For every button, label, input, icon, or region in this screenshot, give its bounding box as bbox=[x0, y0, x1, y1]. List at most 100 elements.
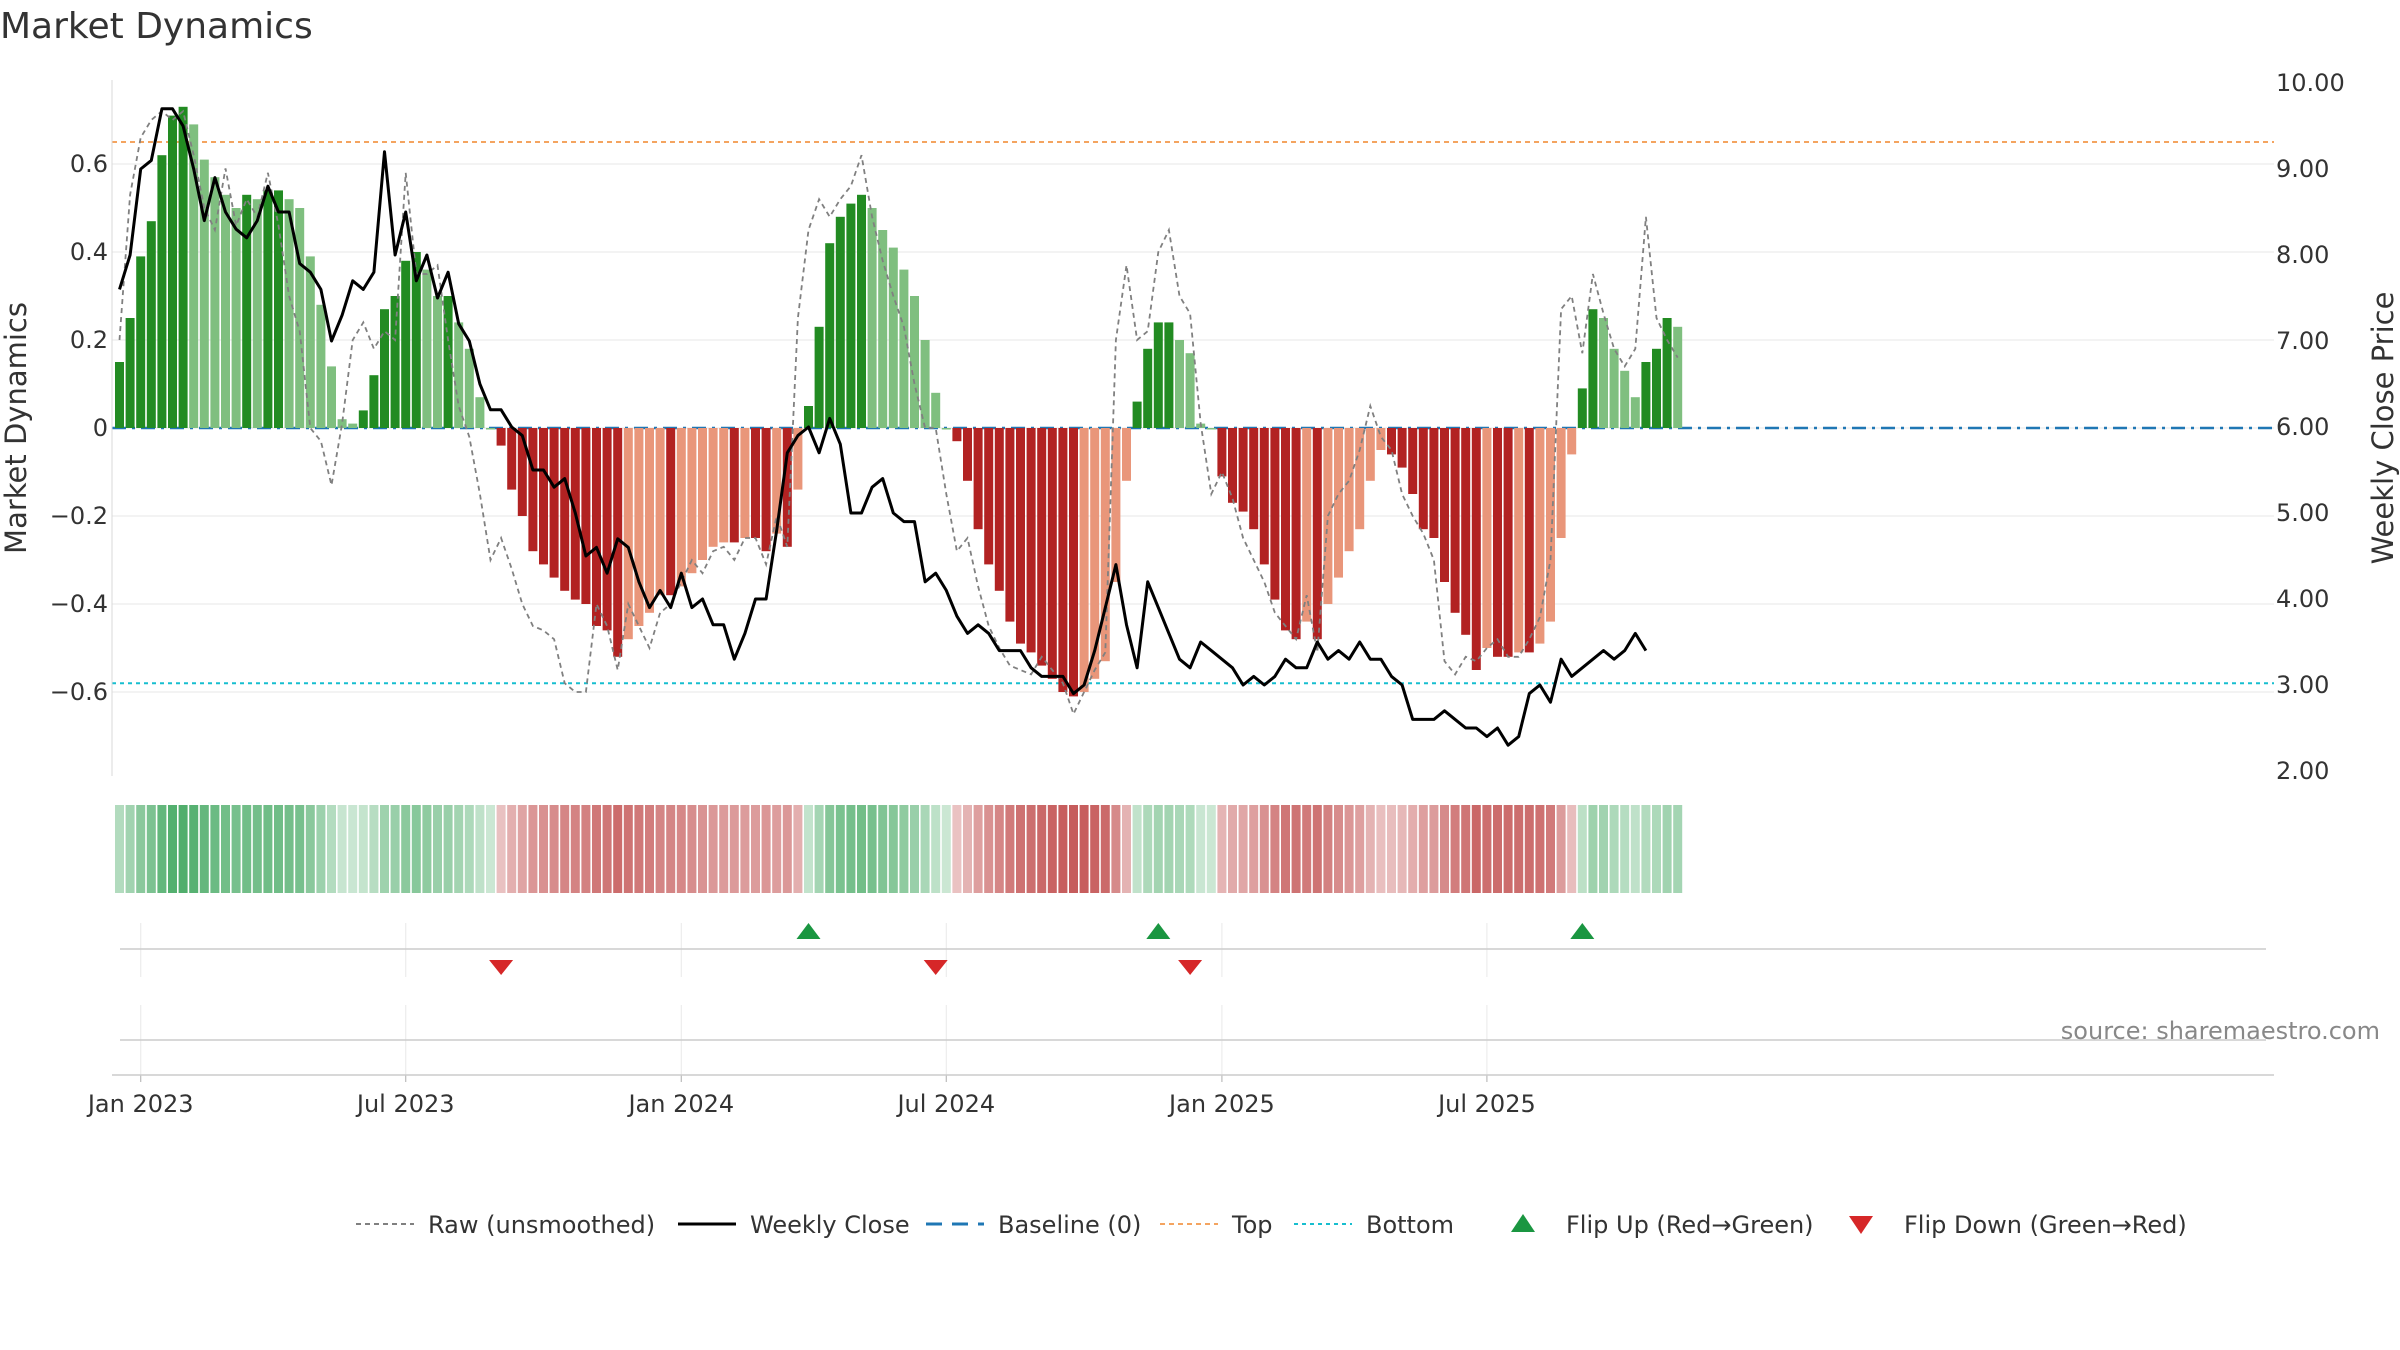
legend-swatch-flip-up bbox=[1511, 1214, 1535, 1232]
regime-cell bbox=[1440, 805, 1449, 893]
dynamics-bar bbox=[1079, 428, 1089, 692]
regime-cell bbox=[1291, 805, 1301, 893]
legend-item-flip_up: Flip Up (Red→Green) bbox=[1511, 1211, 1814, 1239]
dynamics-bar bbox=[1535, 428, 1545, 644]
regime-cell bbox=[1408, 805, 1418, 893]
left-tick-label: 0.6 bbox=[70, 150, 108, 178]
regime-cell bbox=[645, 805, 654, 893]
regime-cell bbox=[1620, 805, 1630, 893]
regime-cell bbox=[687, 805, 697, 893]
dynamics-bar bbox=[401, 260, 411, 428]
regime-cell bbox=[295, 805, 305, 893]
dynamics-bar bbox=[549, 428, 559, 578]
regime-cell bbox=[337, 805, 347, 893]
dynamics-bar bbox=[1662, 318, 1672, 428]
regime-cell bbox=[814, 805, 824, 893]
dynamics-bar bbox=[666, 428, 676, 596]
dynamics-bar bbox=[634, 428, 644, 626]
dynamics-bar bbox=[507, 428, 517, 490]
dynamics-bar bbox=[1365, 428, 1375, 481]
dynamics-bar bbox=[687, 428, 697, 574]
dynamics-bar bbox=[1249, 428, 1259, 530]
regime-strip bbox=[115, 805, 1683, 893]
dynamics-bar bbox=[1503, 428, 1513, 657]
regime-cell bbox=[1662, 805, 1672, 893]
chart-title: Market Dynamics bbox=[0, 6, 313, 47]
regime-cell bbox=[507, 805, 517, 893]
regime-cell bbox=[602, 805, 612, 893]
legend-item-raw: Raw (unsmoothed) bbox=[356, 1211, 655, 1239]
x-axis: Jan 2023 Jul 2023 Jan 2024 Jul 2024 Jan 2025… bbox=[86, 1074, 2274, 1118]
regime-cell bbox=[1599, 805, 1608, 893]
dynamics-bar bbox=[804, 406, 813, 428]
dynamics-bar bbox=[623, 428, 633, 640]
dynamics-bar bbox=[1397, 428, 1407, 468]
dynamics-bar bbox=[1302, 428, 1312, 622]
dynamics-bar bbox=[835, 216, 845, 428]
dynamics-bar bbox=[984, 428, 994, 565]
dynamics-bar bbox=[899, 269, 909, 428]
regime-cell bbox=[804, 805, 813, 893]
legend: Raw (unsmoothed) Weekly Close Baseline (0)… bbox=[356, 1211, 2187, 1239]
regime-cell bbox=[1567, 805, 1577, 893]
dynamics-bar bbox=[327, 366, 336, 428]
dynamics-bar bbox=[1418, 428, 1428, 530]
flip-markers-panel bbox=[120, 923, 2266, 977]
regime-cell bbox=[772, 805, 782, 893]
dynamics-bar bbox=[719, 428, 729, 543]
regime-cell bbox=[782, 805, 792, 893]
regime-cell bbox=[125, 805, 135, 893]
regime-cell bbox=[1652, 805, 1661, 893]
dynamics-bar bbox=[708, 428, 718, 547]
right-tick-label: 9.00 bbox=[2276, 155, 2329, 183]
regime-cell bbox=[1079, 805, 1089, 893]
dynamics-bar bbox=[973, 428, 983, 530]
dynamics-bar bbox=[539, 428, 548, 565]
regime-cell bbox=[539, 805, 548, 893]
dynamics-bar bbox=[761, 428, 771, 552]
left-axis: 0.6 0.4 0.2 0 −0.2 −0.4 −0.6 bbox=[50, 80, 113, 776]
dynamics-bar bbox=[1259, 428, 1269, 565]
dynamics-bar bbox=[464, 348, 474, 428]
dynamics-bar bbox=[433, 296, 442, 428]
regime-cell bbox=[581, 805, 591, 893]
regime-cell bbox=[157, 805, 167, 893]
regime-cell bbox=[136, 805, 146, 893]
regime-cell bbox=[263, 805, 273, 893]
dynamics-bar bbox=[1429, 428, 1439, 538]
flip-up-marker bbox=[1146, 923, 1171, 939]
regime-cell bbox=[1588, 805, 1598, 893]
dynamics-bar bbox=[1122, 428, 1131, 481]
main-panel: 0.6 0.4 0.2 0 −0.2 −0.4 −0.6 10.00 9.00 8.00 7.00… bbox=[50, 69, 2345, 785]
dynamics-bar bbox=[115, 362, 124, 428]
regime-cell bbox=[390, 805, 400, 893]
regime-cell bbox=[475, 805, 485, 893]
regime-cell bbox=[1281, 805, 1290, 893]
legend-label: Top bbox=[1231, 1211, 1273, 1239]
regime-cell bbox=[899, 805, 909, 893]
regime-cell bbox=[1673, 805, 1683, 893]
regime-cell bbox=[1312, 805, 1322, 893]
dynamics-bar bbox=[814, 326, 824, 428]
regime-cell bbox=[1164, 805, 1174, 893]
dynamics-bar bbox=[592, 428, 601, 626]
regime-cell bbox=[1058, 805, 1068, 893]
flip-up-marker bbox=[1570, 923, 1595, 939]
dynamics-bar bbox=[157, 155, 167, 428]
dynamics-bar bbox=[295, 208, 305, 428]
regime-cell bbox=[411, 805, 421, 893]
dynamics-bar bbox=[1037, 428, 1047, 666]
dynamics-bar bbox=[1450, 428, 1460, 613]
dynamics-bar bbox=[994, 428, 1004, 591]
dynamics-bar bbox=[411, 252, 421, 428]
regime-cell bbox=[1100, 805, 1110, 893]
dynamics-bar bbox=[910, 296, 919, 428]
dynamics-bar bbox=[422, 269, 432, 428]
regime-cell bbox=[1259, 805, 1269, 893]
source-note: source: sharemaestro.com bbox=[2061, 1017, 2380, 1045]
dynamics-bar bbox=[1090, 428, 1100, 679]
regime-cell bbox=[1365, 805, 1375, 893]
x-tick-label: Jan 2024 bbox=[626, 1090, 734, 1118]
left-tick-label: 0.2 bbox=[70, 326, 108, 354]
